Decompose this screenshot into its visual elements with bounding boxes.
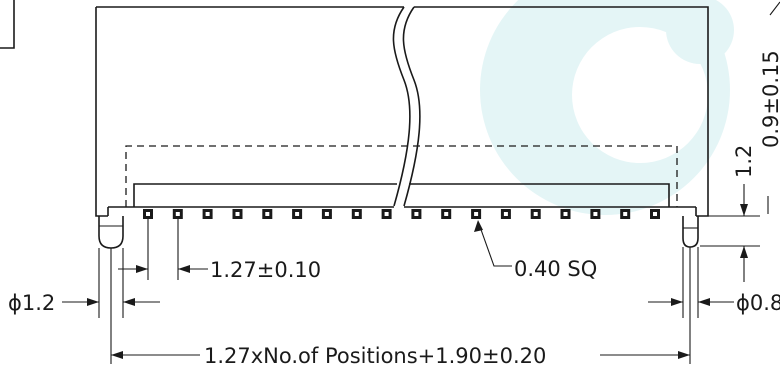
right-mounting-post xyxy=(682,216,699,248)
pin-17-center xyxy=(623,212,628,216)
pin-15-center xyxy=(563,212,568,216)
left-post-diameter-dimension: ϕ1.2 xyxy=(8,291,160,315)
pin-7-center xyxy=(324,212,329,216)
watermark-logo xyxy=(480,0,734,215)
pin-8-center xyxy=(354,212,359,216)
pin-row xyxy=(143,209,660,219)
pin-12-center xyxy=(474,212,479,216)
title-box-edge xyxy=(0,0,15,49)
overall-length-dimension: 1.27xNo.of Positions+1.90±0.20 xyxy=(111,344,690,368)
vertical-label-2: 0.9±0.15 xyxy=(759,50,780,148)
inner-cavity xyxy=(133,183,670,207)
extension-lines xyxy=(98,215,760,364)
left-post-diameter-label: ϕ1.2 xyxy=(8,291,55,315)
pitch-dimension: 1.27±0.10 xyxy=(118,258,321,282)
overall-length-label: 1.27xNo.of Positions+1.90±0.20 xyxy=(204,344,546,368)
right-post-diameter-dimension: ϕ0.8 xyxy=(648,291,780,315)
base-line xyxy=(107,206,697,216)
vertical-label-1: 1.2 xyxy=(732,145,756,178)
pin-2-center xyxy=(175,212,180,216)
pin-10-center xyxy=(414,212,419,216)
pitch-label: 1.27±0.10 xyxy=(210,258,321,282)
pin-5-center xyxy=(265,212,270,216)
pin-16-center xyxy=(593,212,598,216)
pin-18-center xyxy=(653,212,657,216)
vertical-dimension-2: 0.9±0.15 xyxy=(759,1,780,214)
right-post-diameter-label: ϕ0.8 xyxy=(736,291,780,315)
vertical-dimension-1: 1.2 xyxy=(732,145,756,282)
break-line-left xyxy=(392,6,411,207)
pin-size-label: 0.40 SQ xyxy=(514,257,597,281)
pin-1-center xyxy=(146,212,150,216)
hidden-outline xyxy=(125,145,678,207)
pin-11-center xyxy=(444,212,449,216)
pin-13-center xyxy=(503,212,508,216)
pin-size-leader: 0.40 SQ xyxy=(474,220,597,281)
pin-3-center xyxy=(205,212,210,216)
connector-body-left xyxy=(95,6,404,217)
break-line-right xyxy=(402,6,421,207)
left-mounting-post xyxy=(98,216,124,249)
pin-14-center xyxy=(533,212,538,216)
pin-9-center xyxy=(384,212,389,216)
pin-6-center xyxy=(295,212,300,216)
pin-4-center xyxy=(235,212,240,216)
